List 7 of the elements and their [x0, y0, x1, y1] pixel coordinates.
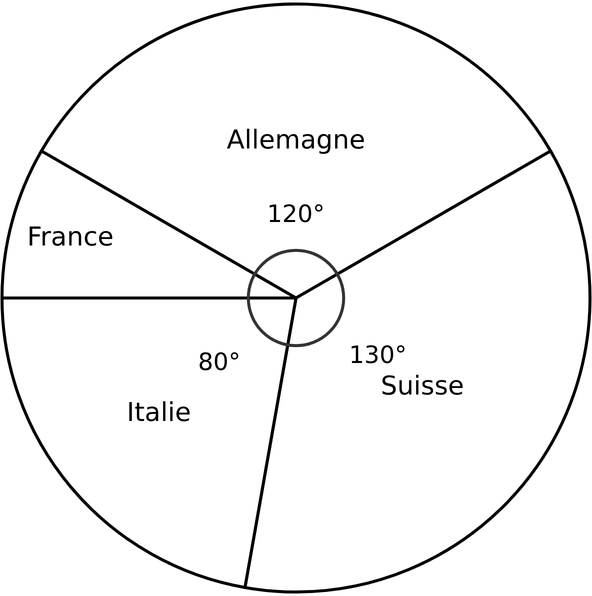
slice-label: Italie	[126, 398, 192, 428]
data-label: 130°	[349, 341, 407, 369]
slice-label: Allemagne	[226, 125, 366, 156]
slice-label: Suisse	[380, 371, 464, 402]
data-label: 120°	[267, 200, 325, 228]
data-label: 80°	[198, 348, 241, 376]
slice-label: France	[27, 222, 114, 253]
